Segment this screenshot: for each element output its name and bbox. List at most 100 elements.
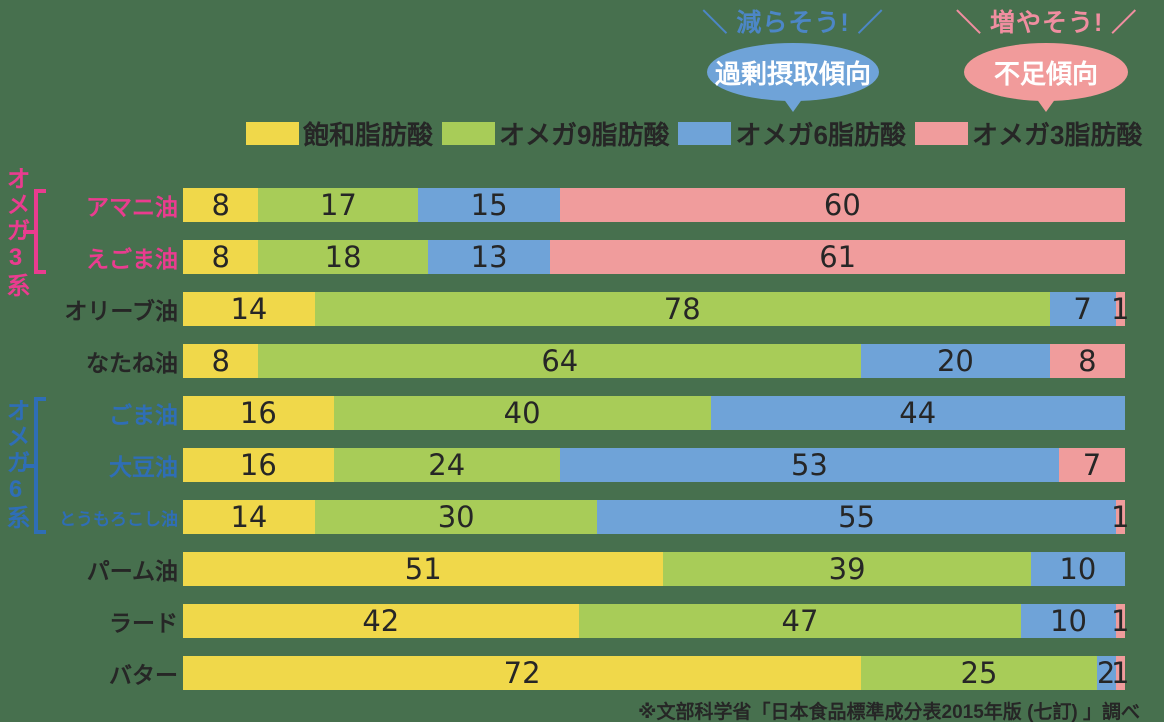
callout-reduce-bubble: 過剰摂取傾向 xyxy=(707,43,879,112)
legend-swatch xyxy=(678,122,732,145)
callout-increase-hint-text: 増やそう! xyxy=(989,9,1104,37)
bar-segment: 14 xyxy=(183,292,315,326)
callout-reduce-hint-text: 減らそう! xyxy=(736,9,850,37)
segment-value: 78 xyxy=(663,291,701,326)
bar-segment: 8 xyxy=(183,343,259,378)
legend-item-saturated: 飽和脂肪酸 xyxy=(246,115,433,152)
segment-value: 8 xyxy=(211,343,230,378)
legend-swatch xyxy=(246,122,299,145)
segment-value: 10 xyxy=(1059,551,1097,586)
bar-row: とうもろこし油 14 30 55 1 xyxy=(0,499,1130,534)
segment-value: 1 xyxy=(1111,603,1130,638)
row-label: ラード xyxy=(109,610,178,636)
bar-stack: 14 78 7 1 xyxy=(183,291,1130,326)
segment-value: 16 xyxy=(239,395,277,430)
row-label: ごま油 xyxy=(109,402,178,428)
bar-segment: 42 xyxy=(183,604,579,638)
bracket-mid-tick xyxy=(23,463,34,468)
bar-stack: 16 24 53 7 xyxy=(183,448,1125,482)
bar-segment: 64 xyxy=(258,343,862,378)
bar-rows: アマニ油 8 17 15 60 えごま油 8 18 13 61 オリーブ油 14 78 7 1 なたね油 8 64… xyxy=(0,188,1130,708)
row-label: 大豆油 xyxy=(109,454,178,480)
bar-segment: 17 xyxy=(258,188,419,222)
legend-item-omega3: オメガ3脂肪酸 xyxy=(914,115,1142,152)
bar-segment: 8 xyxy=(183,240,259,274)
callout-increase-hint: ＼ 増やそう! ／ xyxy=(956,3,1136,39)
bar-segment: 16 xyxy=(183,448,334,482)
bar-stack: 51 39 10 xyxy=(183,552,1125,586)
segment-value: 13 xyxy=(470,239,508,274)
segment-value: 1 xyxy=(1111,499,1130,534)
bar-row: なたね油 8 64 20 8 xyxy=(0,344,1125,378)
callout-reduce: ＼ 減らそう! ／ 過剰摂取傾向 xyxy=(700,0,886,112)
segment-value: 42 xyxy=(362,603,400,638)
legend-swatch xyxy=(442,122,496,145)
segment-value: 44 xyxy=(899,395,937,430)
row-label: とうもろこし油 xyxy=(59,509,178,529)
bar-segment: 40 xyxy=(333,395,711,430)
segment-value: 72 xyxy=(503,655,541,690)
bar-row: 大豆油 16 24 53 7 xyxy=(0,448,1125,482)
bar-segment: 7 xyxy=(1049,291,1116,326)
bubble-tail-icon xyxy=(783,98,803,112)
segment-value: 7 xyxy=(1082,447,1102,482)
segment-value: 15 xyxy=(470,187,508,222)
legend-label: 飽和脂肪酸 xyxy=(303,120,434,150)
bar-stack: 14 30 55 1 xyxy=(183,499,1130,534)
bar-stack: 8 64 20 8 xyxy=(183,344,1125,378)
bar-row: えごま油 8 18 13 61 xyxy=(0,240,1125,274)
legend: 飽和脂肪酸 オメガ9脂肪酸 オメガ6脂肪酸 オメガ3脂肪酸 xyxy=(246,115,1142,152)
bar-stack: 72 25 2 1 xyxy=(183,655,1130,690)
bar-row: アマニ油 8 17 15 60 xyxy=(0,188,1125,222)
slash-right-icon: ／ xyxy=(1111,9,1138,37)
segment-value: 39 xyxy=(828,551,866,586)
row-label: なたね油 xyxy=(86,350,178,376)
bar-segment: 39 xyxy=(663,551,1031,586)
bar-segment: 20 xyxy=(861,344,1050,378)
bar-segment: 1 xyxy=(1111,604,1129,638)
bar-row: パーム油 51 39 10 xyxy=(0,552,1125,586)
callout-increase-bubble-text: 不足傾向 xyxy=(993,58,1098,89)
bar-segment: 1 xyxy=(1111,292,1130,326)
bar-stack: 8 18 13 61 xyxy=(183,240,1125,274)
bar-segment: 51 xyxy=(183,552,664,586)
segment-value: 7 xyxy=(1073,291,1092,326)
source-note: ※文部科学省「日本食品標準成分表2015年版 (七訂) 」調べ xyxy=(638,702,1140,722)
bar-segment: 24 xyxy=(333,447,560,482)
segment-value: 1 xyxy=(1111,655,1130,690)
segment-value: 14 xyxy=(230,291,268,326)
bar-segment: 60 xyxy=(559,188,1125,222)
bar-segment: 7 xyxy=(1059,448,1125,482)
segment-value: 14 xyxy=(230,499,268,534)
row-label: オリーブ油 xyxy=(64,298,178,324)
bar-segment: 8 xyxy=(1049,344,1125,378)
bar-segment: 18 xyxy=(258,240,428,274)
segment-value: 30 xyxy=(437,499,475,534)
bar-segment: 16 xyxy=(183,396,334,430)
bar-row: ごま油 16 40 44 xyxy=(0,396,1125,430)
bar-segment: 10 xyxy=(1021,603,1116,638)
segment-value: 40 xyxy=(503,395,541,430)
callout-reduce-hint: ＼ 減らそう! ／ xyxy=(700,3,886,39)
legend-label: オメガ6脂肪酸 xyxy=(735,120,906,150)
slash-right-icon: ／ xyxy=(857,9,884,37)
bar-segment: 53 xyxy=(559,448,1060,482)
bar-segment: 1 xyxy=(1111,500,1130,534)
bar-row: オリーブ油 14 78 7 1 xyxy=(0,291,1130,326)
group-omega3-bracket xyxy=(23,189,46,274)
row-label: アマニ油 xyxy=(86,194,178,220)
bracket-mid-tick xyxy=(23,229,34,234)
segment-value: 16 xyxy=(239,447,277,482)
bar-stack: 8 17 15 60 xyxy=(183,188,1125,222)
segment-value: 64 xyxy=(541,343,579,378)
bar-segment: 47 xyxy=(578,603,1022,638)
segment-value: 10 xyxy=(1050,603,1087,638)
segment-value: 47 xyxy=(781,603,819,638)
segment-value: 24 xyxy=(428,447,466,482)
bar-segment: 44 xyxy=(710,395,1125,430)
segment-value: 2 xyxy=(1096,655,1116,690)
bar-segment: 78 xyxy=(314,291,1050,326)
bar-segment: 13 xyxy=(427,239,551,274)
legend-item-omega9: オメガ9脂肪酸 xyxy=(442,115,669,152)
